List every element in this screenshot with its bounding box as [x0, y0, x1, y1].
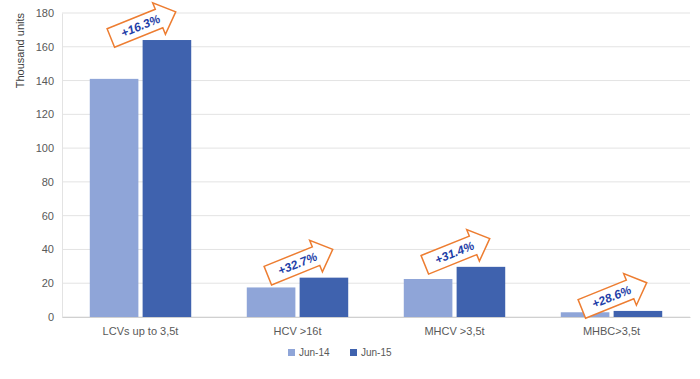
grid	[62, 13, 690, 317]
x-tick-label: HCV >16t	[274, 325, 322, 337]
y-axis-title: Thousand units	[14, 13, 26, 89]
bar	[300, 278, 349, 317]
x-tick: MHBC>3,5t	[583, 317, 640, 337]
y-tick-label: 120	[36, 108, 54, 120]
arrow-shape	[575, 267, 653, 325]
legend-item: Jun-15	[350, 347, 392, 358]
bar	[143, 40, 192, 317]
x-tick-label: MHCV >3,5t	[424, 325, 484, 337]
legend-item: Jun-14	[288, 347, 330, 358]
y-tick: 120	[36, 108, 62, 120]
growth-arrow: +31.4%	[418, 223, 496, 281]
annotation: +16.3%	[119, 12, 163, 40]
y-tick: 40	[42, 243, 62, 255]
y-tick: 60	[42, 210, 62, 222]
bar	[457, 267, 506, 317]
y-tick: 140	[36, 75, 62, 87]
y-tick-label: 40	[42, 243, 54, 255]
y-tick: 160	[36, 41, 62, 53]
growth-arrow: +16.3%	[104, 0, 182, 54]
y-tick-label: 0	[48, 311, 54, 323]
y-tick-label: 20	[42, 277, 54, 289]
growth-arrow: +28.6%	[575, 267, 653, 325]
annotation: +28.6%	[590, 283, 634, 311]
growth-arrow: +32.7%	[261, 234, 339, 292]
y-tick: 80	[42, 176, 62, 188]
annotations: +16.3% +32.7% +31.4% +28.6%	[104, 0, 653, 325]
bars	[90, 40, 662, 317]
x-axis-line	[63, 317, 691, 318]
y-tick: 20	[42, 277, 62, 289]
y-tick: 0	[48, 311, 62, 323]
x-tick: MHCV >3,5t	[424, 317, 484, 337]
annotation: +32.7%	[276, 249, 320, 277]
y-axis: 0 20 40 60 80 100 120 140 160 180	[36, 7, 63, 323]
chart: 0 20 40 60 80 100 120 140 160 180 LCVs up to 3,5t H…	[0, 0, 700, 379]
y-tick-label: 60	[42, 210, 54, 222]
bar	[90, 79, 139, 317]
bar	[614, 311, 663, 317]
arrow-shape	[418, 223, 496, 281]
y-tick: 180	[36, 7, 62, 19]
y-tick-label: 80	[42, 176, 54, 188]
legend-swatch	[288, 349, 295, 356]
x-axis: LCVs up to 3,5t HCV >16t MHCV >3,5t MHBC>3,…	[63, 317, 691, 337]
bar	[404, 279, 453, 317]
arrow-shape	[104, 0, 182, 54]
y-axis-line	[62, 14, 63, 318]
legend-label: Jun-14	[299, 347, 330, 358]
legend: Jun-14 Jun-15	[288, 347, 392, 358]
x-tick: LCVs up to 3,5t	[103, 317, 179, 337]
legend-label: Jun-15	[361, 347, 392, 358]
x-tick-label: MHBC>3,5t	[583, 325, 640, 337]
y-tick: 100	[36, 142, 62, 154]
arrow-shape	[261, 234, 339, 292]
y-tick-label: 180	[36, 7, 54, 19]
x-tick: HCV >16t	[274, 317, 322, 337]
annotation: +31.4%	[433, 239, 477, 267]
bar	[247, 287, 296, 317]
plot: 0 20 40 60 80 100 120 140 160 180 LCVs up to 3,5t H…	[36, 7, 691, 337]
y-tick-label: 160	[36, 41, 54, 53]
x-tick-label: LCVs up to 3,5t	[103, 325, 179, 337]
y-tick-label: 140	[36, 75, 54, 87]
y-tick-label: 100	[36, 142, 54, 154]
legend-swatch	[350, 349, 357, 356]
